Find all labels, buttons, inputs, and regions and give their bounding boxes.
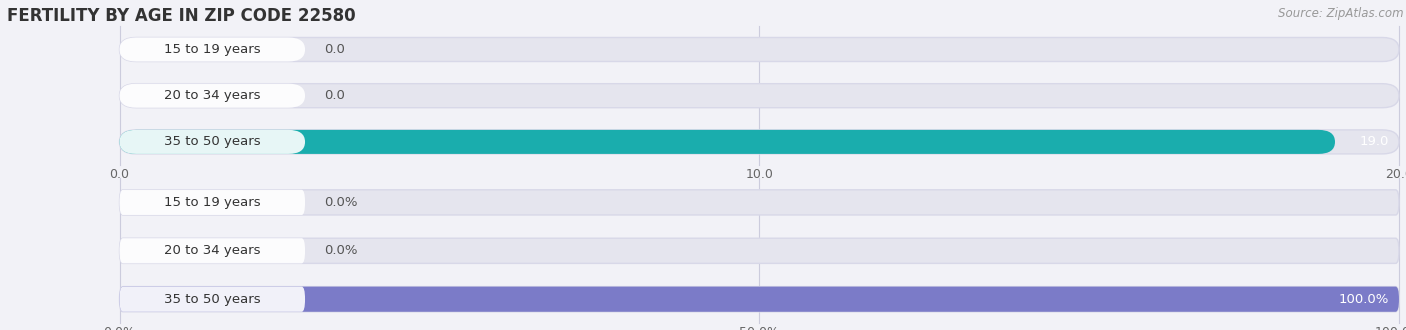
FancyBboxPatch shape xyxy=(120,287,1399,312)
Text: 15 to 19 years: 15 to 19 years xyxy=(165,43,260,56)
FancyBboxPatch shape xyxy=(120,238,305,263)
Text: 20 to 34 years: 20 to 34 years xyxy=(165,244,260,257)
Text: 0.0: 0.0 xyxy=(325,89,344,102)
Text: 35 to 50 years: 35 to 50 years xyxy=(165,135,260,148)
FancyBboxPatch shape xyxy=(120,190,305,215)
Text: 35 to 50 years: 35 to 50 years xyxy=(165,293,260,306)
Text: 0.0%: 0.0% xyxy=(325,196,357,209)
FancyBboxPatch shape xyxy=(120,287,1399,312)
FancyBboxPatch shape xyxy=(120,130,1336,154)
Text: 100.0%: 100.0% xyxy=(1339,293,1389,306)
FancyBboxPatch shape xyxy=(120,84,305,108)
Text: FERTILITY BY AGE IN ZIP CODE 22580: FERTILITY BY AGE IN ZIP CODE 22580 xyxy=(7,7,356,25)
FancyBboxPatch shape xyxy=(120,130,1399,154)
Text: Source: ZipAtlas.com: Source: ZipAtlas.com xyxy=(1278,7,1403,19)
FancyBboxPatch shape xyxy=(120,38,305,61)
Text: 15 to 19 years: 15 to 19 years xyxy=(165,196,260,209)
Text: 0.0: 0.0 xyxy=(325,43,344,56)
Text: 0.0%: 0.0% xyxy=(325,244,357,257)
FancyBboxPatch shape xyxy=(120,84,1399,108)
FancyBboxPatch shape xyxy=(120,238,1399,263)
Text: 20 to 34 years: 20 to 34 years xyxy=(165,89,260,102)
FancyBboxPatch shape xyxy=(120,38,1399,61)
FancyBboxPatch shape xyxy=(120,190,1399,215)
Text: 19.0: 19.0 xyxy=(1360,135,1389,148)
FancyBboxPatch shape xyxy=(120,130,305,154)
FancyBboxPatch shape xyxy=(120,287,305,312)
